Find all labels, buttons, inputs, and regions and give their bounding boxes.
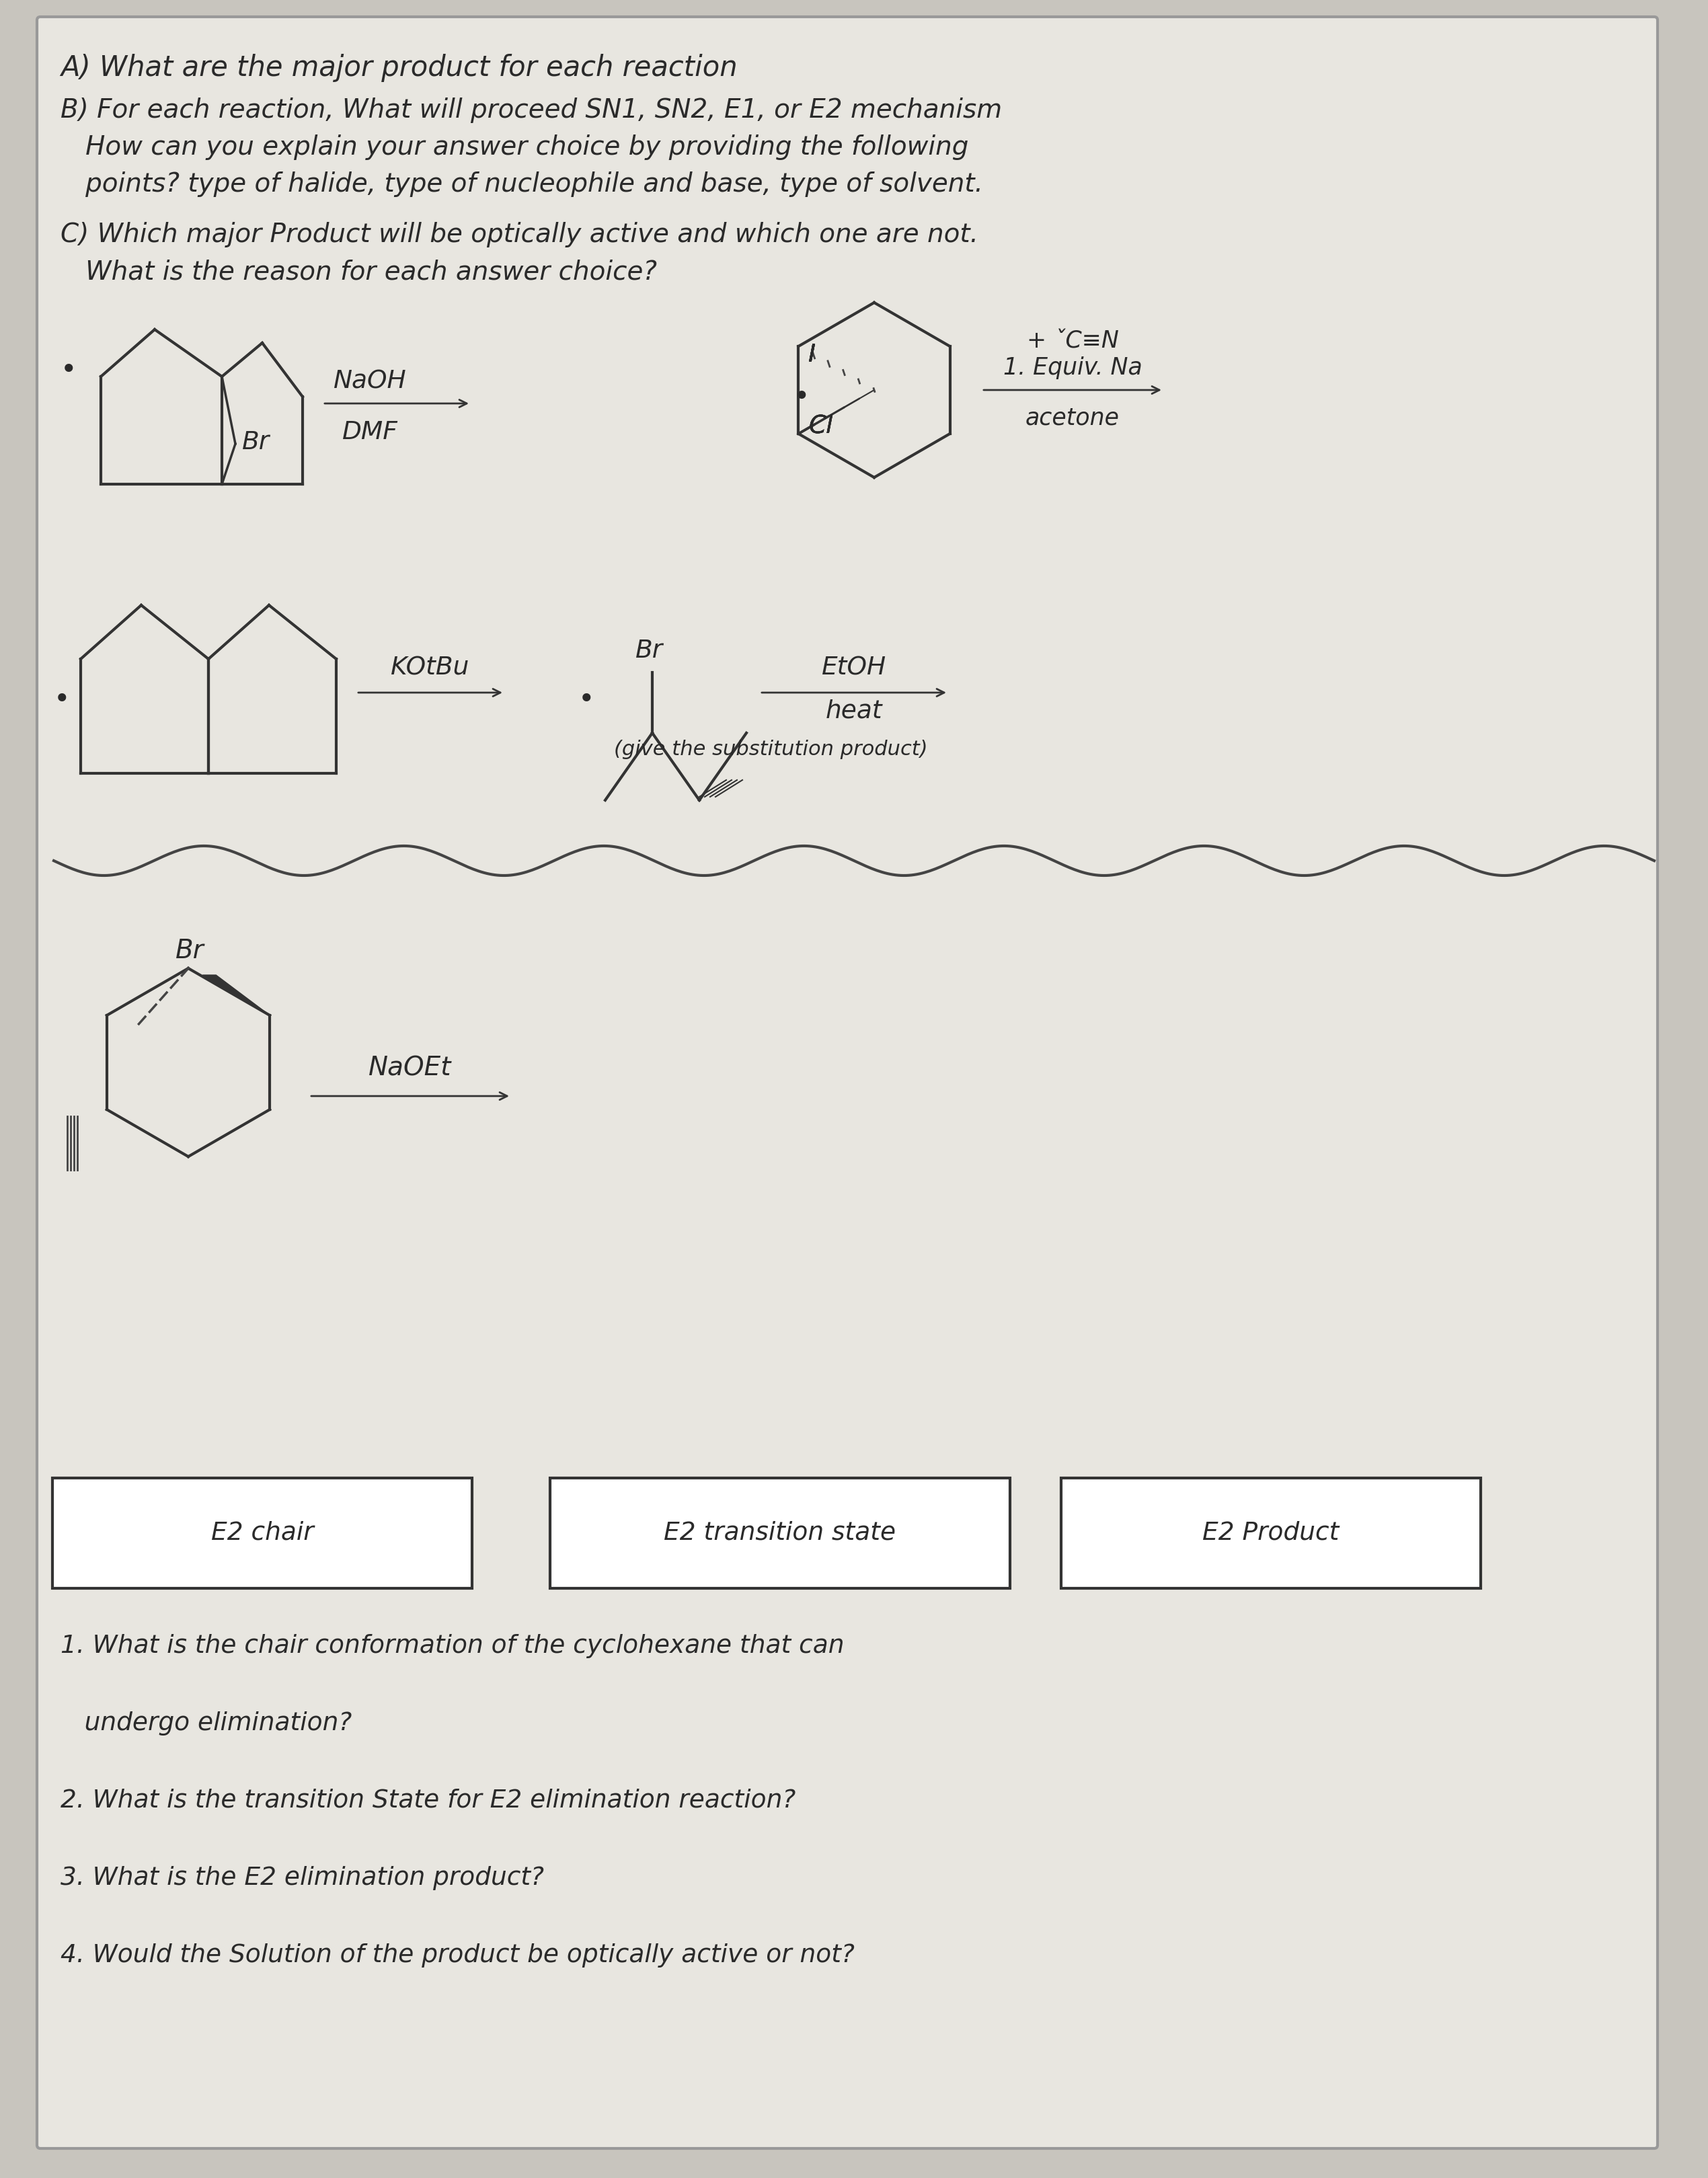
Text: + ˇC≡N: + ˇC≡N: [1027, 329, 1119, 353]
Text: •: •: [794, 383, 810, 412]
Text: DMF: DMF: [342, 420, 398, 444]
Text: How can you explain your answer choice by providing the following: How can you explain your answer choice b…: [60, 135, 968, 159]
Text: 2. What is the transition State for E2 elimination reaction?: 2. What is the transition State for E2 e…: [60, 1788, 796, 1812]
Text: I: I: [808, 342, 816, 368]
Text: Cl: Cl: [808, 414, 834, 438]
Text: Br: Br: [176, 939, 205, 963]
Text: B) For each reaction, What will proceed SN1, SN2, E1, or E2 mechanism: B) For each reaction, What will proceed …: [60, 98, 1003, 122]
Text: I: I: [808, 342, 816, 368]
Text: E2 Product: E2 Product: [1202, 1520, 1339, 1544]
Text: points? type of halide, type of nucleophile and base, type of solvent.: points? type of halide, type of nucleoph…: [60, 172, 984, 196]
Text: NaOEt: NaOEt: [369, 1056, 451, 1080]
Text: NaOH: NaOH: [333, 370, 407, 394]
Text: I: I: [808, 342, 816, 368]
Text: acetone: acetone: [1025, 407, 1120, 429]
Text: •: •: [53, 686, 70, 714]
Text: •: •: [60, 357, 77, 386]
Text: E2 transition state: E2 transition state: [664, 1520, 897, 1544]
Text: Br: Br: [635, 638, 663, 662]
Text: 1. What is the chair conformation of the cyclohexane that can: 1. What is the chair conformation of the…: [60, 1633, 844, 1657]
Text: 1. Equiv. Na: 1. Equiv. Na: [1003, 357, 1143, 379]
Text: 3. What is the E2 elimination product?: 3. What is the E2 elimination product?: [60, 1867, 545, 1891]
Text: What is the reason for each answer choice?: What is the reason for each answer choic…: [60, 259, 658, 285]
Text: C) Which major Product will be optically active and which one are not.: C) Which major Product will be optically…: [60, 222, 979, 248]
Text: KOtBu: KOtBu: [391, 656, 470, 680]
Text: 4. Would the Solution of the product be optically active or not?: 4. Would the Solution of the product be …: [60, 1943, 854, 1967]
Text: E2 chair: E2 chair: [210, 1520, 314, 1544]
Text: Cl: Cl: [808, 414, 834, 438]
Text: •: •: [579, 686, 594, 714]
Text: (give the substitution product): (give the substitution product): [615, 741, 927, 760]
FancyBboxPatch shape: [550, 1479, 1009, 1588]
Text: Cl: Cl: [808, 414, 834, 438]
Text: EtOH: EtOH: [822, 656, 886, 680]
FancyBboxPatch shape: [53, 1479, 471, 1588]
Text: Cl: Cl: [808, 414, 834, 438]
Text: I: I: [808, 342, 816, 368]
FancyBboxPatch shape: [38, 17, 1657, 2148]
Text: A) What are the major product for each reaction: A) What are the major product for each r…: [60, 54, 738, 83]
FancyBboxPatch shape: [1061, 1479, 1481, 1588]
Polygon shape: [203, 976, 270, 1015]
Text: heat: heat: [825, 699, 883, 723]
Text: I: I: [808, 342, 816, 368]
Text: Br: Br: [243, 431, 270, 455]
Text: undergo elimination?: undergo elimination?: [60, 1712, 352, 1736]
